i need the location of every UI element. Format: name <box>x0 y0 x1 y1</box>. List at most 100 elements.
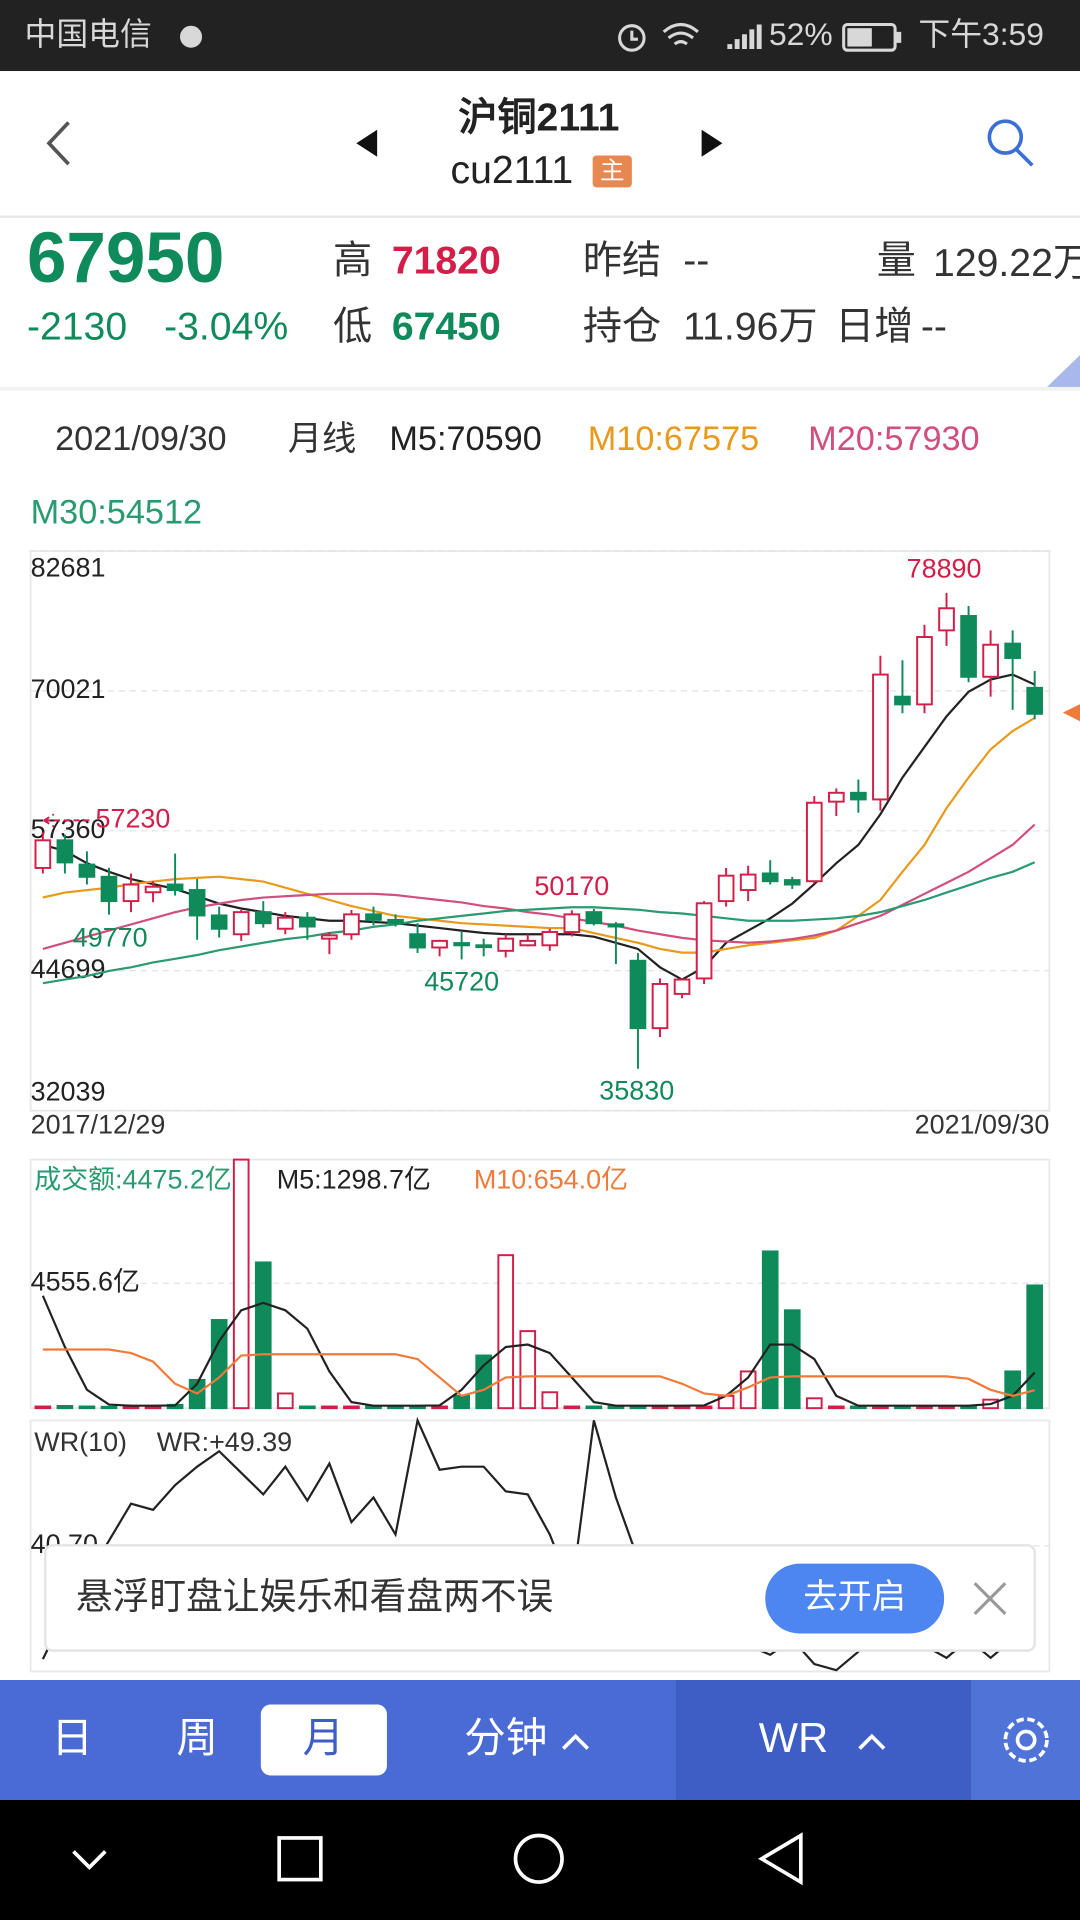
candle-body <box>365 913 382 921</box>
status-icons <box>180 22 902 52</box>
volume-bar <box>805 1397 823 1410</box>
prev-contract[interactable] <box>356 129 378 157</box>
extreme-pointer <box>43 813 92 828</box>
back-button[interactable] <box>46 121 70 166</box>
settings-button[interactable] <box>1003 1717 1049 1763</box>
volume-bar <box>475 1354 492 1410</box>
divider <box>0 386 1080 391</box>
candle-body <box>78 863 96 878</box>
extreme-label: 49770 <box>73 922 148 952</box>
open-interest: 11.96万 <box>683 306 817 349</box>
open-interest-label: 持仓 <box>583 306 661 349</box>
candle-body <box>276 916 294 930</box>
prev-settle: -- <box>683 240 709 283</box>
volume-label: 量 <box>877 240 916 283</box>
tab[interactable]: 月 <box>302 1714 344 1761</box>
indicator-tab-bg <box>675 1680 972 1800</box>
chart-period: 月线 <box>288 420 357 458</box>
next-contract[interactable] <box>701 129 723 157</box>
y-tick-label: 4555.6亿 <box>31 1266 140 1296</box>
candle-body <box>453 942 470 947</box>
banner-close[interactable] <box>973 1582 1007 1615</box>
settings-bg <box>971 1680 1080 1800</box>
y-tick-label: 82681 <box>31 552 106 582</box>
candle-body <box>960 615 977 678</box>
volume-bar <box>78 1405 96 1410</box>
low-value: 67450 <box>392 306 501 349</box>
candle-body <box>872 673 889 801</box>
series-line <box>42 823 1036 951</box>
extreme-label: 45720 <box>424 966 499 996</box>
volume-bar <box>453 1394 470 1410</box>
volume-bar <box>1026 1284 1044 1410</box>
volume-bar <box>100 1405 118 1410</box>
badge <box>592 155 632 188</box>
candle-body <box>695 902 713 980</box>
volume-bar <box>1004 1370 1021 1410</box>
tab-arrow <box>561 1733 590 1750</box>
volume-bar <box>232 1158 250 1410</box>
candle-body <box>828 791 845 803</box>
volume-bar <box>761 1250 779 1410</box>
change: -2130 <box>27 306 127 349</box>
candle-body <box>100 875 118 903</box>
candle-body <box>1004 642 1021 659</box>
candle-body <box>299 916 316 928</box>
candle-body <box>739 873 757 892</box>
nav-buttons[interactable] <box>72 1832 803 1886</box>
contract-title: 沪铜2111 <box>458 96 619 139</box>
candle-body <box>717 874 735 903</box>
candle-body <box>232 911 250 936</box>
volume-bar <box>497 1254 515 1410</box>
volume-title: 成交额:4475.2亿 <box>34 1165 232 1195</box>
tab[interactable]: 日 <box>51 1714 93 1761</box>
candle-body <box>585 911 603 925</box>
low-label: 低 <box>333 306 372 349</box>
tab[interactable]: 分钟 <box>464 1714 547 1761</box>
banner-button[interactable] <box>765 1563 945 1634</box>
chart-date: 2021/09/30 <box>55 420 227 458</box>
prev-settle-label: 昨结 <box>583 240 661 283</box>
volume-bar <box>828 1405 845 1410</box>
banner-text: 悬浮盯盘让娱乐和看盘两不误 <box>76 1576 553 1617</box>
panel-frame <box>29 1158 1051 1410</box>
volume-bar <box>254 1261 272 1410</box>
candle-body <box>982 643 999 678</box>
price-marker <box>1062 704 1080 722</box>
volume-bar <box>519 1330 537 1410</box>
extreme-label: 50170 <box>534 871 609 901</box>
candle-body <box>343 913 360 936</box>
candle-body <box>916 636 933 706</box>
volume-bar <box>321 1405 338 1410</box>
candle-body <box>166 883 184 892</box>
candle-body <box>1026 686 1044 715</box>
volume-bar <box>34 1405 52 1410</box>
legend-entry: M5:1298.7亿 <box>277 1165 431 1195</box>
selected-tab[interactable] <box>260 1704 387 1776</box>
candle-body <box>938 607 955 632</box>
daily-increase: -- <box>921 306 947 349</box>
candle-body <box>850 791 867 801</box>
banner-button-text[interactable]: 去开启 <box>803 1578 906 1616</box>
daily-increase-label: 日增 <box>835 306 913 349</box>
tab-arrow <box>858 1733 886 1750</box>
legend-entry: M20:57930 <box>808 420 979 458</box>
nav-bar <box>0 1800 1080 1920</box>
candle-body <box>563 913 581 934</box>
candle-body <box>144 885 162 894</box>
tab[interactable]: WR <box>759 1714 828 1761</box>
candle-body <box>321 934 338 940</box>
search-button[interactable] <box>987 119 1034 167</box>
wr-legend: WR:+49.39 <box>157 1427 292 1457</box>
volume-bar <box>695 1405 713 1410</box>
volume: 129.22万 <box>933 242 1080 285</box>
candle-body <box>805 801 823 883</box>
series-line <box>42 861 1036 985</box>
candle-body <box>541 931 559 947</box>
series-line <box>41 1295 1036 1407</box>
tab[interactable]: 周 <box>176 1714 218 1761</box>
series-line <box>42 673 1036 981</box>
candle-body <box>210 914 228 930</box>
